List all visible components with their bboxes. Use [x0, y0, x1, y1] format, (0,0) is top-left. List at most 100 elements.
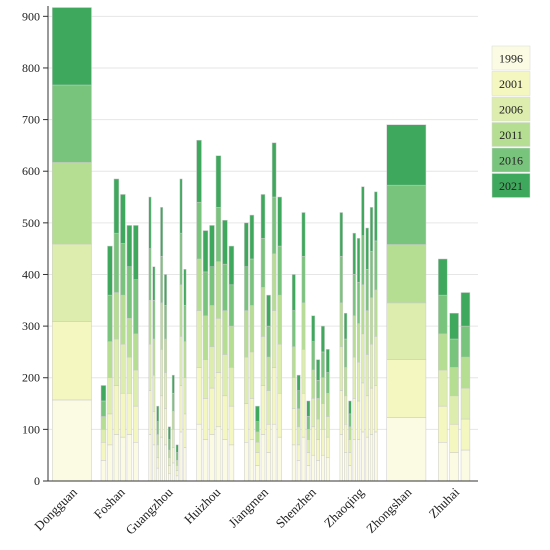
bar-segment-zhaoqing-3-2021: [348, 400, 352, 415]
bar-segment-guangzhou-1-2001: [148, 390, 152, 435]
bar-segment-zhuhai-2-1996: [449, 452, 459, 482]
bar-segment-shenzhen-3-2011: [301, 302, 306, 350]
bar-segment-jiangmen-7-2011: [277, 294, 282, 345]
bar-segment-zhaoqing-5-2006: [356, 362, 361, 402]
bar-segment-foshan-4-2006: [120, 343, 126, 394]
bar-segment-huizhou-1-1996: [196, 423, 202, 482]
bar-segment-guangzhou-8-2021: [175, 444, 179, 453]
bar-segment-zhaoqing-8-2001: [369, 387, 374, 435]
bar-segment-shenzhen-6-2006: [316, 418, 320, 440]
bar-segment-guangzhou-5-2006: [164, 372, 167, 409]
bar-segment-zhuhai-3-2016: [460, 325, 471, 358]
bar-segment-huizhou-6-2006: [228, 367, 235, 407]
bar-segment-zhuhai-3-1996: [460, 449, 471, 482]
bar-segment-zhaoqing-3-2006: [348, 439, 352, 453]
bar-segment-zhuhai-2-2021: [449, 312, 459, 340]
bar-segment-zhaoqing-2-2021: [343, 312, 348, 340]
bar-segment-zhaoqing-6-2001: [361, 382, 365, 433]
bar-segment-shenzhen-7-2001: [321, 429, 325, 456]
y-tick-label-200: 200: [22, 371, 40, 385]
category-group-guangzhou: [148, 178, 187, 482]
bar-segment-zhaoqing-1-2011: [339, 302, 343, 348]
bar-segment-guangzhou-2-2021: [152, 266, 156, 301]
bar-segment-zhaoqing-5-2016: [356, 281, 361, 324]
bar-segment-guangzhou-4-2011: [160, 302, 164, 350]
legend-swatch-2001: [491, 71, 531, 96]
legend-swatch-1996: [491, 45, 531, 71]
bar-segment-guangzhou-9-2011: [179, 284, 183, 337]
bar-segment-guangzhou-7-2011: [171, 411, 175, 430]
bar-segment-huizhou-3-1996: [209, 434, 215, 482]
bar-segment-zhaoqing-5-1996: [356, 439, 361, 482]
bar-segment-zhaoqing-4-2011: [352, 315, 356, 358]
bar-segment-huizhou-2-1996: [202, 439, 209, 482]
bar-segment-zhuhai-3-2021: [460, 292, 471, 327]
bar-segment-jiangmen-6-2011: [271, 253, 277, 311]
bar-segment-guangzhou-4-2016: [160, 256, 164, 304]
bar-segment-guangzhou-7-2021: [171, 374, 175, 394]
bar-segment-jiangmen-4-1996: [260, 434, 266, 482]
bar-segment-zhuhai-1-2011: [438, 333, 448, 371]
bar-segment-zhuhai-2-2006: [449, 395, 459, 425]
bar-segment-jiangmen-4-2016: [260, 238, 266, 288]
bar-segment-zhaoqing-4-2006: [352, 356, 356, 399]
bar-segment-shenzhen-3-2016: [301, 256, 306, 304]
bar-segment-zhaoqing-9-2011: [374, 289, 378, 337]
bar-segment-zhaoqing-1-2001: [339, 390, 343, 435]
bar-segment-foshan-6-1996: [133, 442, 139, 482]
bar-segment-zhongshan-1-2001: [386, 359, 427, 418]
bar-segment-jiangmen-2-2021: [249, 214, 255, 260]
bar-segment-huizhou-4-2001: [215, 372, 222, 428]
legend-swatch-2011: [491, 122, 531, 147]
x-category-label-zhongshan: Zhongshan: [363, 484, 415, 536]
bar-segment-guangzhou-3-2021: [156, 405, 160, 422]
bar-segment-zhuhai-3-2001: [460, 418, 471, 451]
bar-segment-shenzhen-4-2016: [306, 416, 311, 430]
bar-segment-huizhou-3-2011: [209, 305, 215, 348]
bar-segment-foshan-4-1996: [120, 436, 126, 482]
bar-segment-huizhou-2-2016: [202, 271, 209, 317]
bar-segment-jiangmen-3-2006: [255, 442, 260, 453]
bar-segment-dongguan-1-2006: [52, 243, 92, 322]
bar-segment-guangzhou-4-2021: [160, 207, 164, 257]
legend-label-1996: 1996: [499, 52, 523, 66]
bar-segment-foshan-5-2006: [126, 356, 133, 394]
legend-swatch-2006: [491, 96, 531, 122]
bar-segment-jiangmen-7-2001: [277, 392, 282, 438]
bar-segment-guangzhou-4-2006: [160, 349, 164, 397]
bar-segment-shenzhen-8-2006: [325, 416, 330, 438]
legend-label-2011: 2011: [499, 128, 523, 142]
bar-segment-zhaoqing-6-2006: [361, 333, 365, 384]
bar-segment-guangzhou-7-1996: [171, 462, 175, 482]
bar-segment-shenzhen-1-2016: [291, 310, 296, 348]
bar-segment-zhaoqing-4-2021: [352, 232, 356, 275]
bar-segment-zhongshan-1-2006: [386, 302, 427, 360]
bar-segment-dongguan-1-2021: [52, 7, 92, 86]
bar-segment-jiangmen-2-1996: [249, 439, 255, 482]
bar-segment-shenzhen-5-1996: [311, 454, 316, 482]
bar-segment-zhaoqing-1-1996: [339, 434, 343, 482]
bar-segment-jiangmen-4-2001: [260, 385, 266, 435]
bar-segment-shenzhen-7-1996: [321, 454, 325, 482]
bar-segment-guangzhou-9-2001: [179, 385, 183, 433]
bar-segment-jiangmen-3-1996: [255, 465, 260, 482]
bar-segment-zhaoqing-5-2011: [356, 323, 361, 363]
bar-segment-shenzhen-8-2021: [325, 349, 330, 373]
category-group-dongguan: [52, 7, 92, 482]
category-group-jiangmen: [244, 142, 282, 482]
bar-segment-zhaoqing-9-2006: [374, 336, 378, 386]
bar-segment-jiangmen-1-2001: [244, 403, 249, 443]
bar-segment-huizhou-1-2021: [196, 139, 202, 203]
bar-segment-zhaoqing-6-2021: [361, 186, 365, 237]
bar-segment-foshan-1-2016: [100, 400, 107, 417]
bar-segment-huizhou-5-2006: [222, 354, 228, 397]
bar-segment-zhaoqing-6-1996: [361, 431, 365, 482]
bar-segment-guangzhou-2-2016: [152, 300, 156, 340]
bar-segment-shenzhen-8-2011: [325, 392, 330, 417]
bar-segment-huizhou-5-1996: [222, 439, 228, 482]
bar-segment-shenzhen-1-2001: [291, 408, 296, 446]
bar-segment-jiangmen-7-2016: [277, 245, 282, 296]
bar-segment-huizhou-2-2021: [202, 230, 209, 273]
bar-segment-zhaoqing-1-2016: [339, 256, 343, 304]
